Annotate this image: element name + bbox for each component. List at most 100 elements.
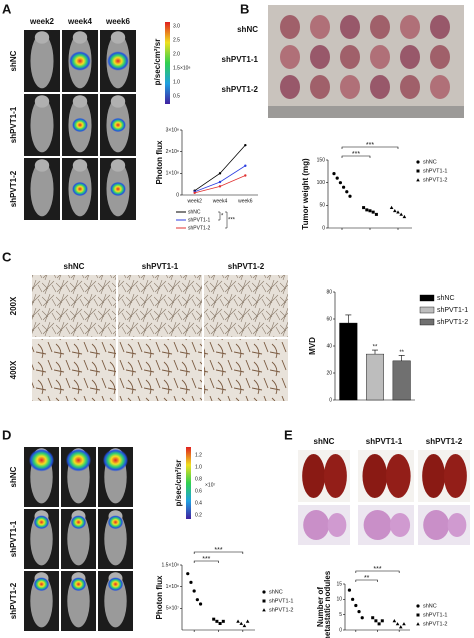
mouse-head	[72, 31, 88, 44]
y-tick-label: 2×10⁸	[166, 149, 179, 155]
y-axis-label: Photon flux	[155, 140, 164, 185]
signal	[72, 117, 88, 133]
significance: **	[373, 345, 378, 351]
tumor	[340, 45, 360, 69]
point	[402, 622, 406, 626]
point	[195, 598, 199, 602]
legend-label: shPVT1-2	[437, 319, 468, 326]
scale-label: 1.0	[195, 464, 202, 470]
tissue	[447, 513, 467, 537]
point	[380, 619, 384, 623]
tumor	[370, 45, 390, 69]
bar	[366, 353, 385, 401]
point	[368, 209, 372, 213]
bracket	[355, 570, 400, 573]
mouse-body	[30, 97, 54, 153]
tumor	[400, 45, 420, 69]
bracket	[341, 146, 399, 149]
signal	[110, 181, 126, 197]
histology	[204, 339, 288, 401]
scale-label: 0.8	[195, 476, 202, 482]
histology	[118, 339, 202, 401]
row-label: shPVT1-1	[9, 520, 18, 557]
column-label: week6	[105, 17, 131, 26]
point	[395, 622, 400, 626]
scale-label: 3.0	[173, 23, 180, 29]
legend-marker	[262, 608, 266, 612]
x-tick-label: week6	[238, 198, 253, 204]
row-label: shPVT1-2	[9, 582, 18, 619]
tumor	[280, 75, 300, 99]
bracket	[355, 579, 378, 582]
line	[194, 175, 246, 194]
mouse-head	[110, 31, 126, 44]
point	[389, 205, 394, 209]
y-tick-label: 10	[336, 597, 342, 603]
mouse-head	[34, 95, 50, 108]
tumor	[280, 45, 300, 69]
column-label: shPVT1-1	[366, 437, 403, 446]
tumor	[340, 15, 360, 39]
point	[218, 185, 222, 188]
mouse-head	[34, 159, 50, 172]
significance: **	[364, 575, 370, 582]
column-label: week4	[67, 17, 93, 26]
row-label: shNC	[9, 466, 18, 487]
row-label: shNC	[237, 25, 258, 34]
legend-label: shPVT1-1	[269, 598, 293, 604]
scale-label: 2.0	[173, 51, 180, 57]
column-label: shNC	[64, 262, 85, 271]
legend-label: shNC	[269, 589, 283, 595]
significance: ***	[214, 547, 222, 554]
point	[396, 210, 400, 214]
tumor	[310, 75, 330, 99]
signal	[110, 117, 126, 133]
y-tick-label: 0	[322, 225, 325, 231]
histology	[204, 275, 288, 337]
tumor	[310, 15, 330, 39]
tumor	[370, 15, 390, 39]
y-tick-label: 40	[326, 343, 332, 349]
error-bar	[372, 349, 378, 355]
legend-label: shNC	[437, 295, 455, 302]
scale-label: 0.2	[195, 512, 202, 518]
tumor	[430, 15, 450, 39]
significance: ***	[366, 142, 374, 149]
row-label: shPVT1-2	[9, 170, 18, 207]
row-label: shPVT1-1	[9, 106, 18, 143]
bracket	[341, 155, 371, 158]
y-tick-label: 1.5×10⁸	[161, 562, 179, 568]
scale-label: 0.6	[195, 488, 202, 494]
signal	[70, 515, 87, 530]
legend-label: shPVT1-2	[188, 225, 210, 231]
lung	[444, 454, 467, 498]
legend-swatch	[419, 306, 435, 314]
scale-label: 0.5	[173, 93, 180, 99]
scale-label: 1.0	[173, 79, 180, 85]
point	[198, 602, 203, 606]
point	[215, 619, 219, 623]
point	[244, 143, 247, 147]
legend-label: shPVT1-1	[423, 612, 447, 618]
tumor	[430, 75, 450, 99]
column-label: shPVT1-2	[228, 262, 265, 271]
signal	[102, 448, 129, 472]
column-label: week2	[29, 17, 55, 26]
bar	[339, 322, 358, 401]
point	[365, 208, 369, 212]
mouse-head	[34, 31, 50, 44]
panel-label: B	[240, 1, 249, 16]
y-tick-label: 3×10⁸	[166, 127, 179, 133]
mouse-body	[30, 161, 54, 217]
legend-label: shPVT1-2	[423, 621, 447, 627]
tumor	[280, 15, 300, 39]
significance: **	[399, 350, 404, 356]
y-tick-label: 100	[317, 180, 326, 186]
point	[348, 194, 352, 198]
legend-swatch	[419, 318, 435, 326]
histology	[118, 275, 202, 337]
point	[351, 597, 355, 601]
point	[189, 580, 193, 584]
ruler	[268, 106, 464, 118]
